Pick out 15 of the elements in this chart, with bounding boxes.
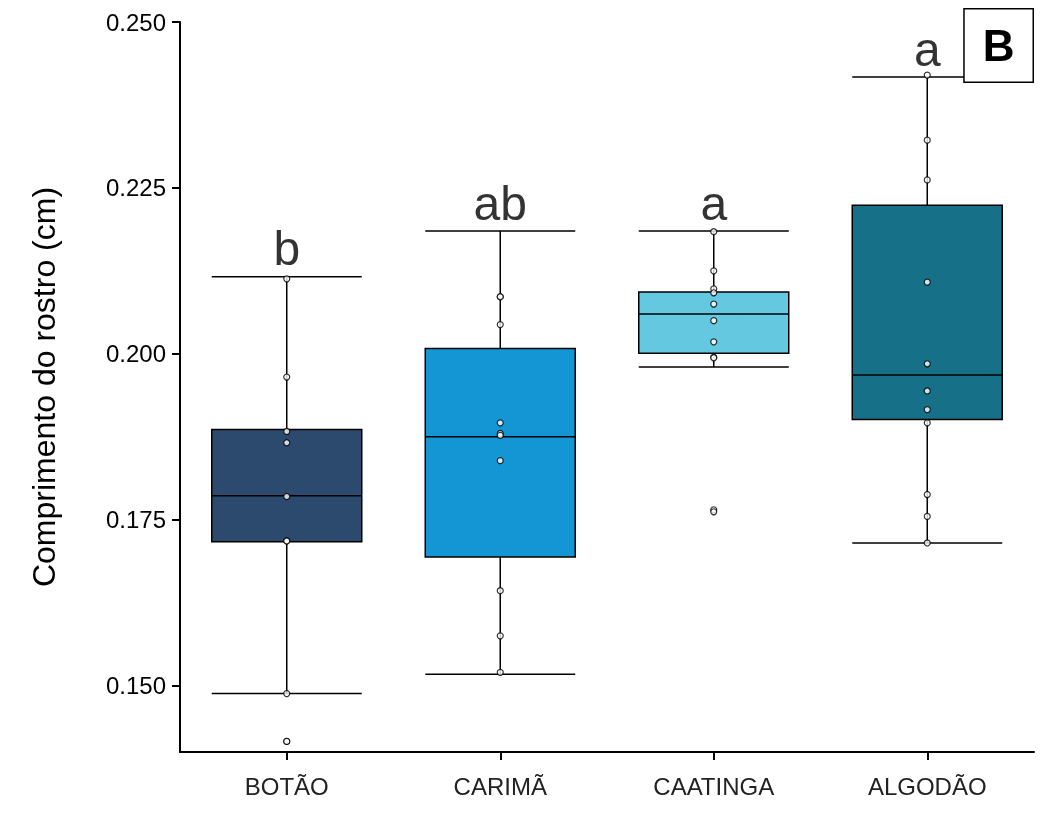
y-tick-label: 0.250: [105, 8, 166, 36]
annotation: B: [982, 21, 1015, 70]
x-tick-label: CARIMÃ: [453, 772, 547, 800]
annotation: a: [913, 22, 941, 76]
x-tick-label: CAATINGA: [653, 772, 775, 800]
annotation: ab: [473, 176, 527, 230]
y-axis-title: Comprimento do rostro (cm): [26, 186, 62, 588]
y-tick-label: 0.175: [105, 506, 166, 534]
annotation: b: [273, 222, 301, 276]
annotation: a: [700, 176, 728, 230]
y-tick-label: 0.200: [105, 340, 166, 368]
y-tick-label: 0.225: [105, 174, 166, 202]
x-tick-label: ALGODÃO: [867, 772, 987, 800]
y-tick-label: 0.150: [105, 672, 166, 700]
x-tick-label: BOTÃO: [244, 772, 329, 800]
